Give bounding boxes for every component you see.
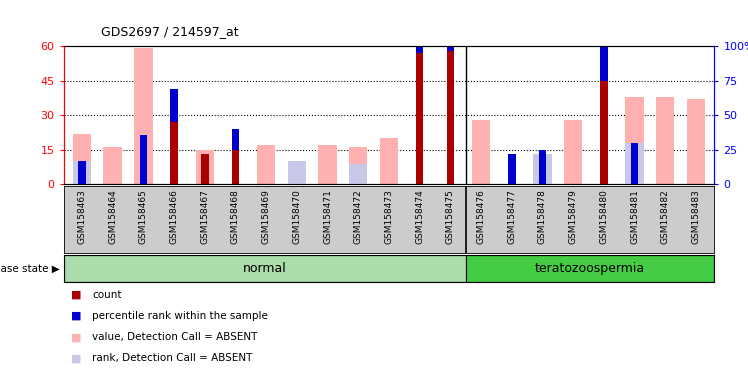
- Bar: [232, 150, 239, 184]
- Text: GSM158483: GSM158483: [691, 190, 700, 245]
- Text: GSM158472: GSM158472: [354, 190, 363, 244]
- Text: GSM158468: GSM158468: [231, 190, 240, 245]
- Bar: [466, 255, 714, 282]
- Text: GSM158463: GSM158463: [78, 190, 87, 245]
- Bar: [349, 147, 367, 184]
- Bar: [257, 145, 275, 184]
- Bar: [416, 53, 423, 184]
- Bar: [288, 161, 306, 184]
- Text: GSM158477: GSM158477: [507, 190, 516, 245]
- Bar: [195, 150, 214, 184]
- Bar: [232, 129, 239, 150]
- Text: GSM158480: GSM158480: [599, 190, 608, 245]
- Text: percentile rank within the sample: percentile rank within the sample: [92, 311, 268, 321]
- Text: value, Detection Call = ABSENT: value, Detection Call = ABSENT: [92, 332, 257, 342]
- Text: GSM158469: GSM158469: [262, 190, 271, 245]
- Bar: [600, 81, 607, 184]
- Text: GSM158466: GSM158466: [170, 190, 179, 245]
- Text: GSM158482: GSM158482: [660, 190, 669, 244]
- Bar: [171, 89, 178, 122]
- Text: GSM158464: GSM158464: [108, 190, 117, 244]
- Text: GSM158467: GSM158467: [200, 190, 209, 245]
- Bar: [687, 99, 705, 184]
- Bar: [140, 134, 147, 184]
- Bar: [656, 97, 675, 184]
- Text: GSM158478: GSM158478: [538, 190, 547, 245]
- Text: GSM158471: GSM158471: [323, 190, 332, 245]
- Bar: [201, 154, 209, 184]
- Bar: [600, 36, 607, 81]
- Text: GDS2697 / 214597_at: GDS2697 / 214597_at: [101, 25, 239, 38]
- Bar: [103, 147, 122, 184]
- Bar: [134, 48, 153, 184]
- Bar: [319, 145, 337, 184]
- Bar: [380, 138, 398, 184]
- Bar: [508, 154, 515, 184]
- Text: disease state ▶: disease state ▶: [0, 264, 60, 274]
- Text: ■: ■: [71, 311, 82, 321]
- Text: teratozoospermia: teratozoospermia: [535, 262, 645, 275]
- Bar: [64, 255, 466, 282]
- Bar: [564, 120, 583, 184]
- Text: ■: ■: [71, 332, 82, 342]
- Bar: [288, 166, 306, 184]
- Text: ■: ■: [71, 353, 82, 363]
- Text: GSM158470: GSM158470: [292, 190, 301, 245]
- Bar: [539, 150, 546, 184]
- Text: normal: normal: [243, 262, 286, 275]
- Text: GSM158479: GSM158479: [568, 190, 577, 245]
- Bar: [73, 161, 91, 184]
- Text: rank, Detection Call = ABSENT: rank, Detection Call = ABSENT: [92, 353, 252, 363]
- Bar: [78, 161, 86, 184]
- Text: GSM158476: GSM158476: [476, 190, 485, 245]
- Text: ■: ■: [71, 290, 82, 300]
- Bar: [349, 164, 367, 184]
- Bar: [472, 120, 490, 184]
- Text: GSM158474: GSM158474: [415, 190, 424, 244]
- Bar: [533, 154, 551, 184]
- Bar: [447, 51, 454, 184]
- Text: GSM158473: GSM158473: [384, 190, 393, 245]
- Text: count: count: [92, 290, 121, 300]
- Bar: [73, 134, 91, 184]
- Text: GSM158475: GSM158475: [446, 190, 455, 245]
- Bar: [447, 4, 454, 51]
- Text: GSM158465: GSM158465: [139, 190, 148, 245]
- Bar: [625, 143, 644, 184]
- Text: GSM158481: GSM158481: [630, 190, 639, 245]
- Bar: [625, 97, 644, 184]
- Bar: [171, 122, 178, 184]
- Bar: [631, 143, 638, 184]
- Bar: [416, 6, 423, 53]
